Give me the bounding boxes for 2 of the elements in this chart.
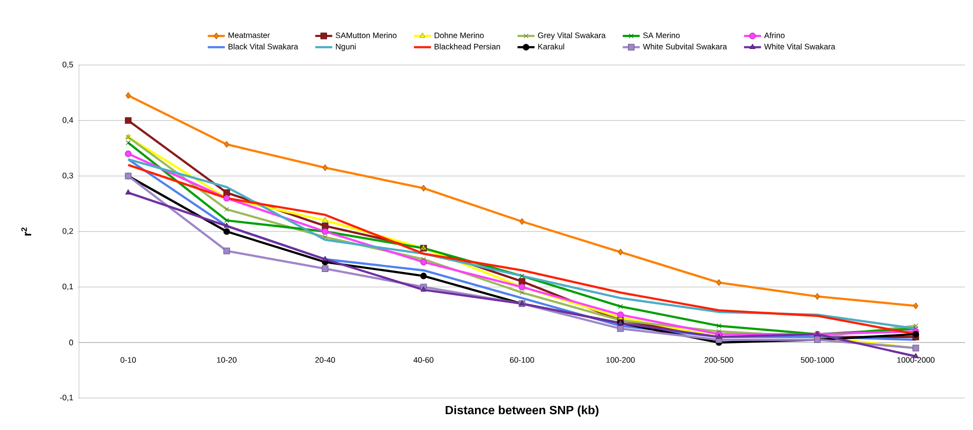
- x-axis-title: Distance between SNP (kb): [446, 406, 598, 417]
- y-axis-title: r$^{2}$: [21, 228, 32, 236]
